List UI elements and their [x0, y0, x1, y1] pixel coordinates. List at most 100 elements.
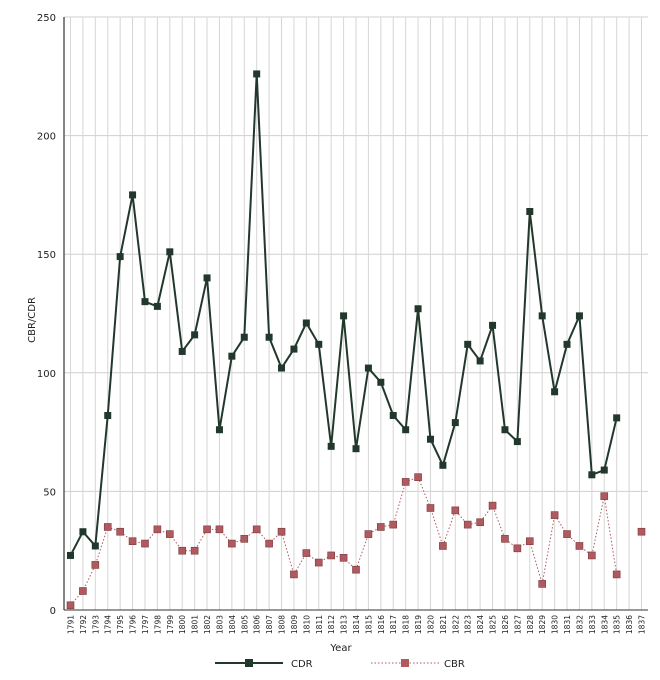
x-tick-label: 1818 [402, 615, 411, 634]
x-tick-label: 1835 [613, 615, 622, 634]
point-cbr [166, 530, 174, 538]
x-tick-label: 1804 [228, 615, 237, 634]
x-tick-label: 1811 [315, 615, 324, 634]
legend-marker-cdr [245, 659, 253, 667]
x-tick-label: 1795 [116, 615, 125, 634]
series-cbr [66, 473, 646, 610]
x-tick-label: 1814 [352, 615, 361, 634]
point-cdr [104, 411, 112, 419]
point-cdr [141, 298, 149, 306]
point-cdr [327, 442, 335, 450]
x-tick-labels: 1791 1792 1793 1794 1795 1796 1797 1798 1799 1800… [67, 615, 647, 634]
point-cbr [600, 492, 609, 500]
point-cdr [513, 438, 521, 446]
point-cbr [414, 473, 422, 481]
x-tick-label: 1807 [265, 615, 274, 634]
x-tick-label: 1799 [166, 615, 175, 634]
point-cdr [240, 333, 248, 341]
x-tick-label: 1810 [302, 615, 311, 634]
y-tick-label: 100 [37, 369, 56, 380]
point-cdr [91, 542, 99, 550]
x-tick-label: 1812 [327, 615, 336, 634]
x-tick-label: 1832 [575, 615, 584, 634]
point-cbr [203, 525, 211, 534]
point-cbr [66, 601, 75, 610]
point-cdr [340, 312, 348, 320]
y-tick-label: 0 [50, 606, 56, 617]
x-tick-label: 1808 [278, 615, 287, 634]
point-cbr [637, 527, 646, 536]
x-tick-label: 1833 [588, 615, 597, 634]
point-cdr [414, 305, 422, 313]
point-cbr [451, 506, 460, 515]
x-tick-label: 1809 [290, 615, 299, 634]
point-cdr [451, 419, 459, 427]
point-cdr [278, 364, 286, 372]
point-cdr [203, 274, 211, 282]
point-cdr [613, 414, 621, 422]
point-cbr [190, 546, 199, 555]
point-cdr [563, 340, 571, 348]
x-tick-label: 1792 [79, 615, 88, 634]
point-cbr [612, 570, 621, 579]
point-cbr [265, 539, 273, 548]
legend-label-cbr: CBR [444, 659, 465, 670]
x-tick-label: 1815 [364, 615, 373, 634]
legend-label-cdr: CDR [291, 659, 313, 670]
x-tick-label: 1798 [153, 615, 162, 634]
point-cbr [277, 527, 286, 536]
chart-axes [63, 17, 648, 611]
y-tick-label: 250 [37, 13, 56, 24]
point-cbr [538, 580, 546, 588]
x-tick-label: 1819 [414, 615, 423, 634]
point-cbr [228, 539, 236, 548]
point-cbr [389, 520, 398, 529]
x-tick-label: 1805 [240, 615, 249, 634]
point-cbr [314, 558, 323, 567]
y-axis-title: CBR/CDR [27, 297, 38, 343]
point-cbr [103, 523, 112, 531]
x-tick-label: 1820 [426, 615, 435, 634]
point-cbr [550, 511, 559, 519]
point-cbr [79, 587, 87, 595]
x-tick-label: 1828 [526, 615, 535, 634]
point-cbr [588, 551, 596, 560]
point-cbr [377, 523, 385, 531]
point-cdr [364, 364, 372, 372]
point-cbr [476, 518, 484, 527]
point-cbr [401, 478, 410, 486]
x-tick-label: 1824 [476, 615, 485, 634]
point-cdr [290, 345, 298, 353]
x-tick-label: 1821 [439, 615, 448, 634]
legend: CDR CBR [215, 659, 465, 670]
point-cbr [339, 554, 348, 562]
x-tick-label: 1831 [563, 615, 572, 634]
point-cbr [91, 561, 100, 569]
point-cdr [389, 411, 397, 419]
point-cdr [538, 312, 546, 320]
point-cbr [327, 551, 335, 560]
point-cbr [463, 520, 472, 529]
point-cbr [364, 530, 373, 538]
point-cdr [67, 551, 74, 559]
x-tick-label: 1800 [178, 615, 187, 634]
x-tick-label: 1793 [91, 615, 100, 634]
series-layer [66, 70, 646, 610]
x-tick-label: 1816 [377, 615, 386, 634]
point-cdr [464, 340, 472, 348]
y-tick-labels: 0 50 100 150 200 250 [37, 13, 56, 617]
point-cdr [501, 426, 509, 434]
point-cbr [153, 525, 162, 534]
legend-marker-cbr [401, 659, 409, 667]
point-cdr [153, 302, 161, 310]
point-cbr [426, 504, 435, 512]
point-cbr [178, 546, 187, 555]
x-tick-label: 1797 [141, 615, 150, 634]
point-cdr [600, 466, 608, 474]
point-cdr [575, 312, 583, 320]
point-cdr [191, 331, 199, 339]
x-tick-label: 1801 [191, 615, 200, 634]
point-cdr [489, 321, 497, 329]
point-cbr [290, 570, 298, 579]
